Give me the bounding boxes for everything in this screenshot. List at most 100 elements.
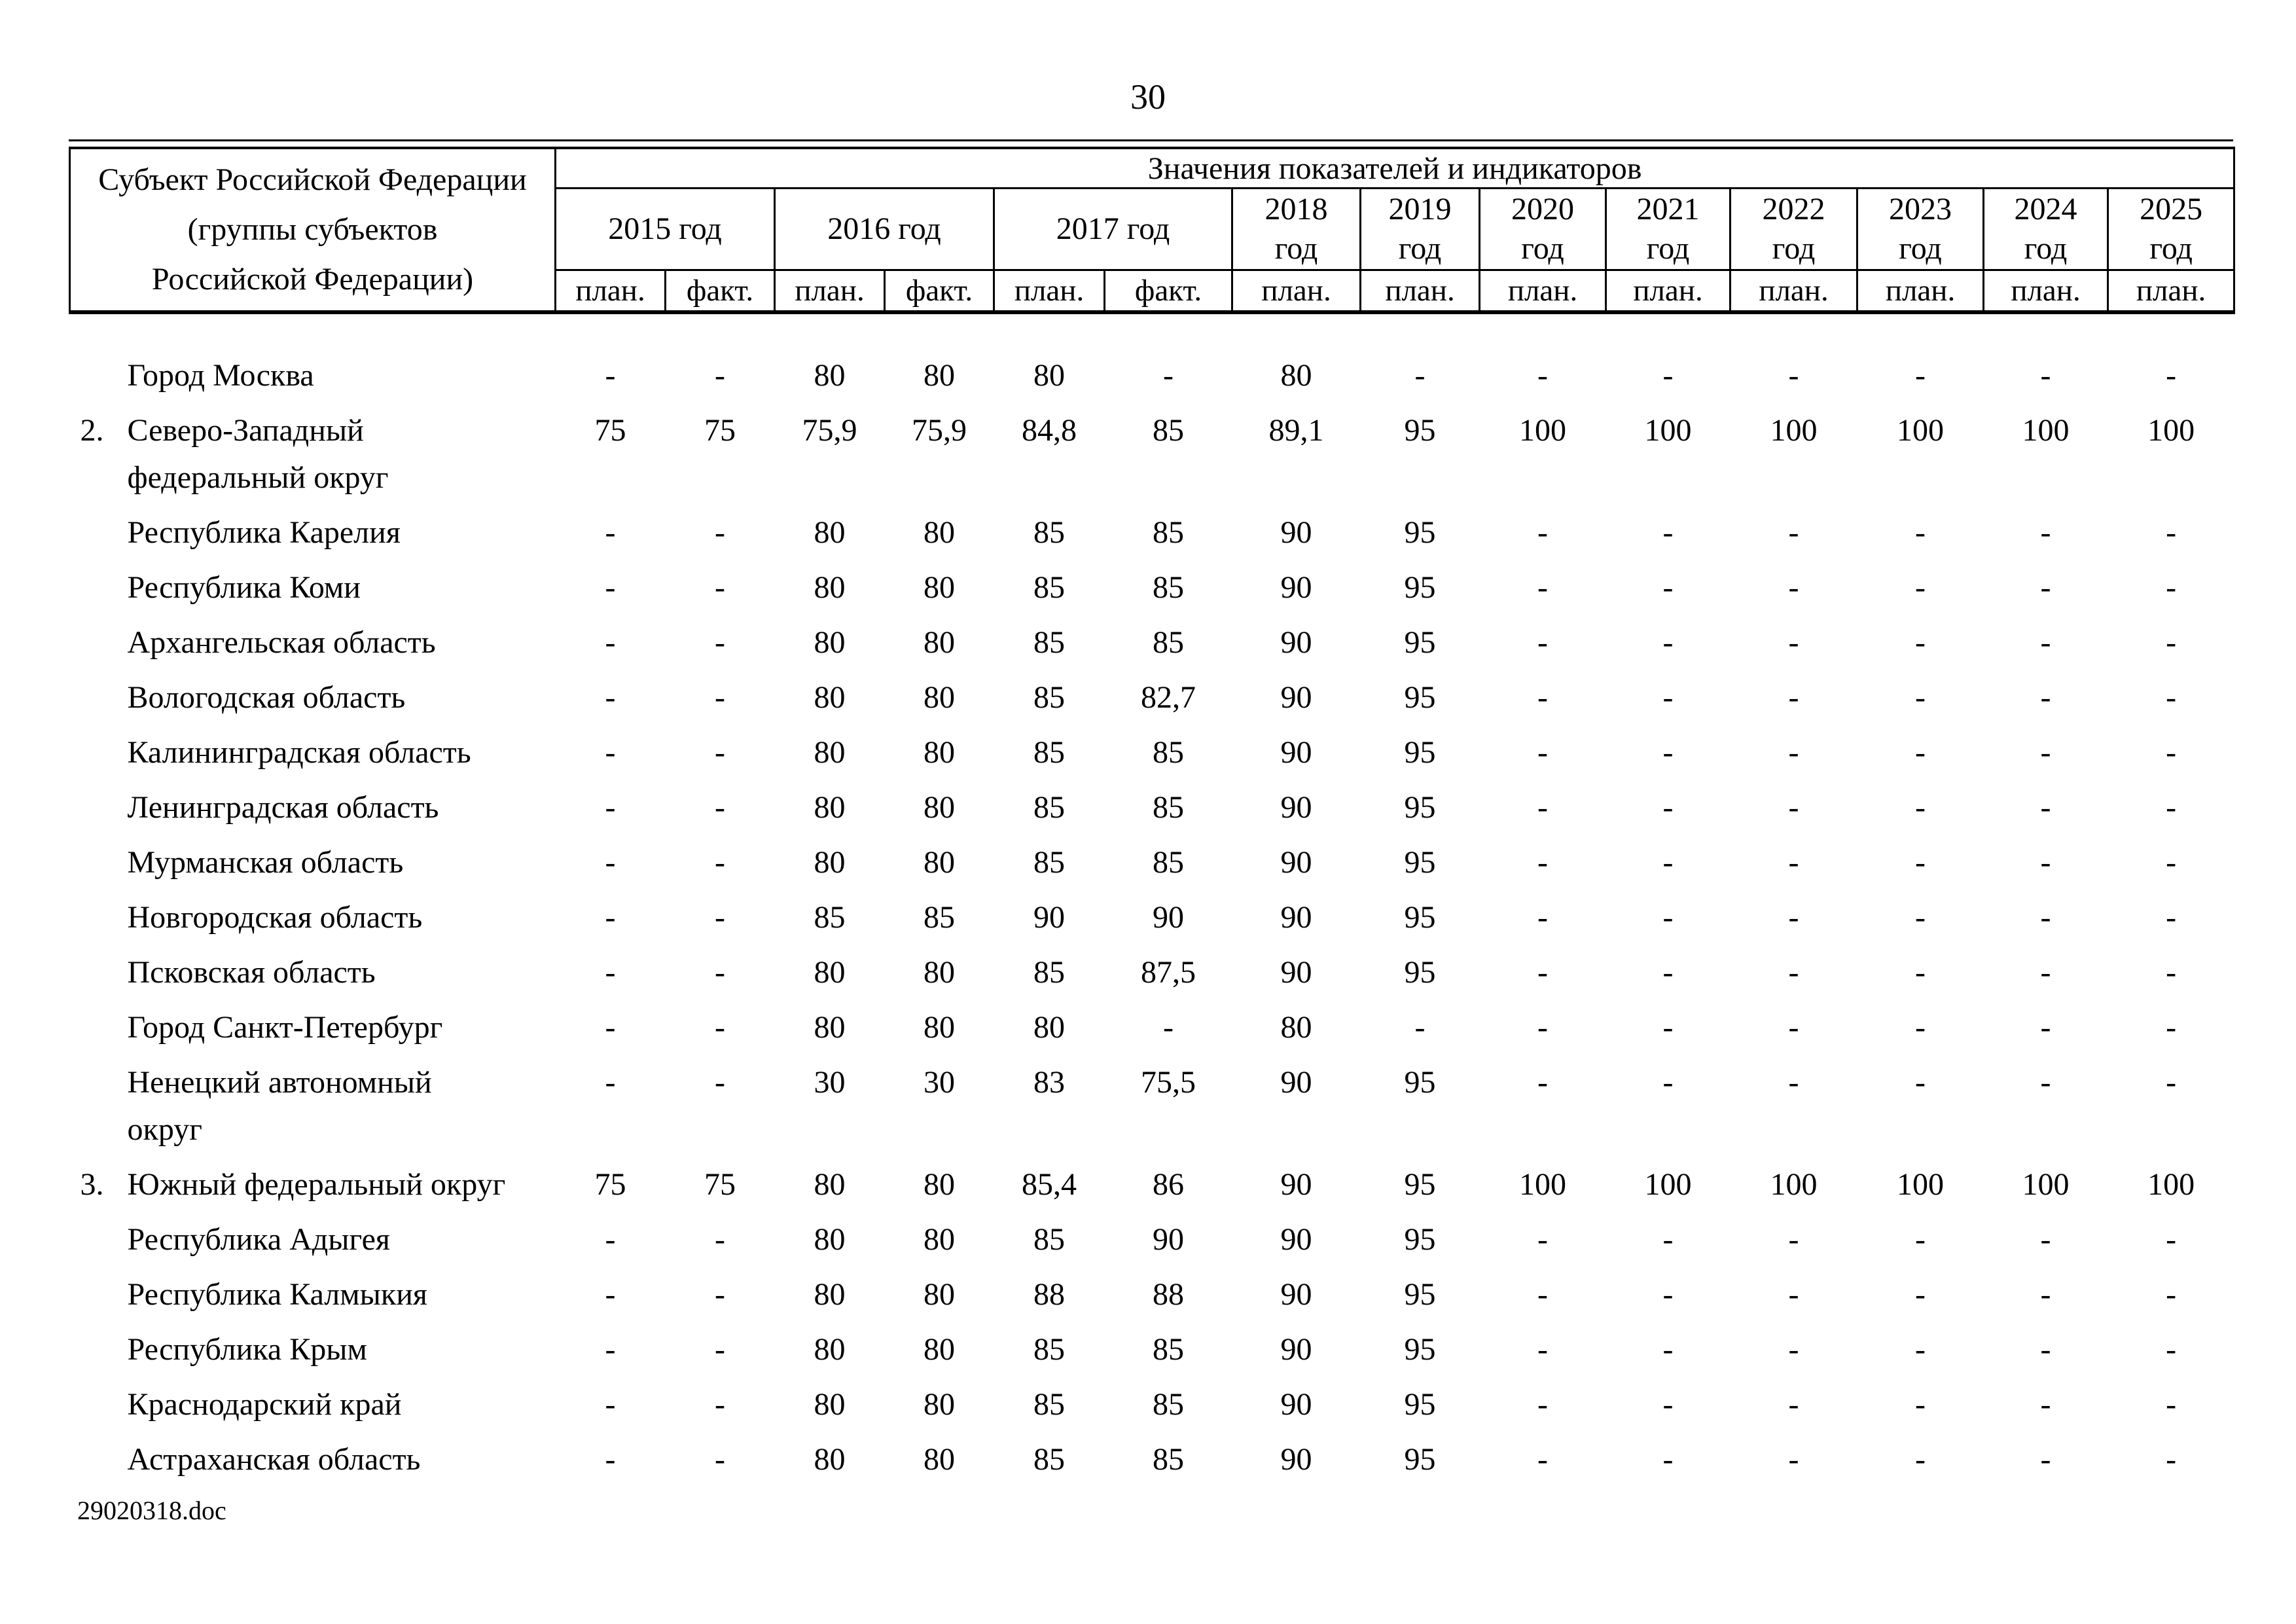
- value-cell-2022-plan: -: [1788, 790, 1799, 825]
- table-row: 3. Южный федеральный округ 75 75 80 80 8…: [70, 1157, 2234, 1212]
- region-name-cell: Город Санкт-Петербург: [127, 1010, 443, 1045]
- value-cell-2023-plan: -: [1915, 625, 1926, 660]
- value-cell-2020-plan: -: [1537, 1387, 1548, 1422]
- table-row: Астраханская область - - 80 80 85 85 90 …: [70, 1432, 2234, 1487]
- row-number-cell: [70, 505, 128, 560]
- value-cell-2021-plan: -: [1662, 790, 1674, 825]
- column-header-year-2018: 2018 год: [1232, 188, 1362, 271]
- value-cell-2023-plan: -: [1915, 790, 1926, 825]
- value-cell-2016-plan: 85: [814, 900, 846, 935]
- value-cell-2020-plan: -: [1537, 570, 1548, 605]
- value-cell-2022-plan: -: [1788, 358, 1799, 393]
- value-cell-2023-plan: -: [1915, 845, 1926, 880]
- value-cell-2015-fact: -: [715, 790, 725, 825]
- value-cell-2023-plan: -: [1915, 570, 1926, 605]
- value-cell-2017-plan: 85: [1033, 570, 1066, 605]
- value-cell-2024-plan: -: [2040, 1277, 2051, 1312]
- value-cell-2021-plan: -: [1662, 735, 1674, 770]
- value-cell-2019-plan: 95: [1404, 680, 1436, 715]
- value-cell-2019-plan: 95: [1404, 413, 1436, 448]
- value-cell-2024-plan: -: [2040, 515, 2051, 550]
- value-cell-2020-plan: -: [1537, 790, 1548, 825]
- value-cell-2015-fact: -: [715, 1277, 725, 1312]
- region-name-cell: Мурманская область: [127, 845, 404, 880]
- column-header-year-2020: 2020 год: [1479, 188, 1607, 271]
- value-cell-2016-plan: 80: [814, 790, 846, 825]
- value-cell-2019-plan: 95: [1404, 625, 1436, 660]
- value-cell-2015-fact: 75: [704, 1167, 736, 1202]
- value-cell-2018-plan: 90: [1280, 1065, 1312, 1100]
- value-cell-2017-fact: -: [1163, 358, 1174, 393]
- value-cell-2024-plan: 100: [2022, 413, 2070, 448]
- region-name-cell: Республика Крым: [127, 1332, 367, 1367]
- value-cell-2015-plan: -: [605, 625, 616, 660]
- value-cell-2017-plan: 85: [1033, 625, 1066, 660]
- column-header-year-2024: 2024 год: [1983, 188, 2109, 271]
- value-cell-2023-plan: -: [1915, 1387, 1926, 1422]
- column-header-values: Значения показателей и индикаторов: [555, 147, 2236, 189]
- value-cell-2015-fact: 75: [704, 413, 736, 448]
- value-cell-2017-fact: 85: [1153, 845, 1185, 880]
- value-cell-2024-plan: -: [2040, 790, 2051, 825]
- table-row: Республика Коми - - 80 80 85 85 90 95 - …: [70, 560, 2234, 615]
- value-cell-2015-fact: -: [715, 625, 725, 660]
- value-cell-2016-plan: 80: [814, 1332, 846, 1367]
- value-cell-2025-plan: -: [2166, 1065, 2177, 1100]
- table-row: Новгородская область - - 85 85 90 90 90 …: [70, 890, 2234, 945]
- value-cell-2018-plan: 90: [1280, 680, 1312, 715]
- subheader-2015-plan: план.: [555, 270, 667, 314]
- value-cell-2021-plan: 100: [1644, 1167, 1692, 1202]
- value-cell-2024-plan: -: [2040, 358, 2051, 393]
- value-cell-2016-fact: 80: [924, 1277, 956, 1312]
- value-cell-2019-plan: -: [1414, 358, 1426, 393]
- row-number-cell: [70, 312, 128, 403]
- value-cell-2016-fact: 80: [924, 1167, 956, 1202]
- value-cell-2017-fact: 88: [1153, 1277, 1185, 1312]
- value-cell-2019-plan: 95: [1404, 955, 1436, 990]
- value-cell-2015-fact: -: [715, 845, 725, 880]
- column-header-year-2023: 2023 год: [1857, 188, 1985, 271]
- region-name-cell: Калининградская область: [127, 735, 471, 770]
- value-cell-2021-plan: -: [1662, 1387, 1674, 1422]
- row-number-cell: [70, 670, 128, 725]
- value-cell-2024-plan: -: [2040, 1222, 2051, 1257]
- row-number-cell: [70, 1055, 128, 1157]
- value-cell-2017-fact: 90: [1153, 900, 1185, 935]
- subheader-2016-fact: факт.: [884, 270, 996, 314]
- row-number-cell: [70, 835, 128, 890]
- value-cell-2023-plan: -: [1915, 1442, 1926, 1477]
- value-cell-2019-plan: 95: [1404, 570, 1436, 605]
- value-cell-2021-plan: -: [1662, 570, 1674, 605]
- value-cell-2015-plan: -: [605, 735, 616, 770]
- value-cell-2025-plan: -: [2166, 625, 2177, 660]
- value-cell-2017-fact: 85: [1153, 625, 1185, 660]
- subheader-2020-plan: план.: [1479, 270, 1607, 314]
- value-cell-2015-plan: -: [605, 790, 616, 825]
- table-header: Субъект Российской Федерации (группы суб…: [68, 147, 2236, 314]
- value-cell-2019-plan: 95: [1404, 790, 1436, 825]
- region-name-cell: Республика Коми: [127, 570, 361, 605]
- value-cell-2019-plan: -: [1414, 1010, 1426, 1045]
- value-cell-2017-plan: 85: [1033, 1387, 1066, 1422]
- region-name-cell: Северо-Западный федеральный округ: [127, 413, 389, 495]
- value-cell-2016-fact: 80: [924, 845, 956, 880]
- value-cell-2018-plan: 90: [1280, 570, 1312, 605]
- value-cell-2022-plan: -: [1788, 1222, 1799, 1257]
- column-header-year-2017: 2017 год: [994, 188, 1234, 271]
- value-cell-2020-plan: -: [1537, 515, 1548, 550]
- value-cell-2021-plan: -: [1662, 1277, 1674, 1312]
- value-cell-2020-plan: -: [1537, 625, 1548, 660]
- row-number-cell: [70, 1267, 128, 1322]
- value-cell-2016-plan: 80: [814, 845, 846, 880]
- column-header-year-2021: 2021 год: [1605, 188, 1732, 271]
- value-cell-2025-plan: 100: [2147, 413, 2195, 448]
- value-cell-2018-plan: 90: [1280, 790, 1312, 825]
- row-number-cell: [70, 725, 128, 780]
- table-body: Город Москва - - 80 80 80 - 80 - - - - -…: [70, 312, 2234, 1487]
- value-cell-2015-plan: -: [605, 1387, 616, 1422]
- value-cell-2015-plan: -: [605, 358, 616, 393]
- value-cell-2017-fact: 86: [1153, 1167, 1185, 1202]
- value-cell-2024-plan: 100: [2022, 1167, 2070, 1202]
- value-cell-2020-plan: -: [1537, 900, 1548, 935]
